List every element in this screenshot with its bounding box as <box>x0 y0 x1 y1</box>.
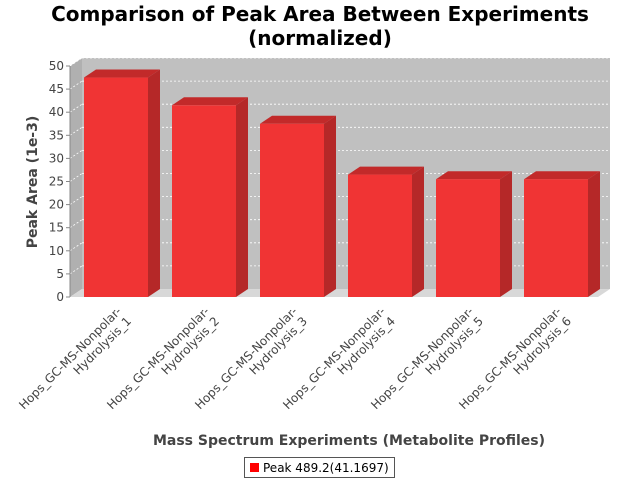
bar-front <box>524 179 588 297</box>
bar-front <box>84 77 148 297</box>
legend-swatch <box>250 463 259 472</box>
y-tick-label: 15 <box>49 221 64 235</box>
gridline-side <box>69 265 83 275</box>
gridline-side <box>69 57 83 67</box>
bar-front <box>260 123 324 297</box>
gridline-side <box>69 196 83 205</box>
bar-front <box>348 174 412 297</box>
bar <box>84 69 160 297</box>
y-tick-label: 5 <box>56 267 64 281</box>
bar <box>524 171 600 297</box>
bar-front <box>172 105 236 298</box>
bar-front <box>436 179 500 297</box>
y-tick-label: 25 <box>49 175 64 189</box>
gridline-side <box>69 173 83 182</box>
y-tick-label: 45 <box>49 82 64 96</box>
bar-top <box>260 115 336 124</box>
bar-top <box>84 69 160 78</box>
y-axis: 0 5 10 15 20 25 30 35 40 45 50 <box>49 59 71 304</box>
x-axis-title: Mass Spectrum Experiments (Metabolite Pr… <box>153 433 545 449</box>
bar-side <box>500 171 512 297</box>
bars <box>84 69 600 298</box>
bar-side <box>412 166 424 297</box>
x-tick-label-line1: Hops_GC-MS-Nonpolar- <box>16 304 124 412</box>
y-tick-label: 40 <box>49 105 64 119</box>
bar-side <box>236 97 248 298</box>
bar-top <box>172 97 248 106</box>
side-wall <box>70 58 82 297</box>
y-tick-label: 35 <box>49 128 64 142</box>
chart-title-line1: Comparison of Peak Area Between Experime… <box>51 2 589 26</box>
bar-top <box>436 171 512 180</box>
y-tick-label: 0 <box>56 290 64 304</box>
gridlines <box>69 57 610 275</box>
bar <box>348 166 424 297</box>
gridline-side <box>69 219 83 229</box>
legend: Peak 489.2(41.1697) <box>244 457 395 478</box>
bar-side <box>588 171 600 297</box>
gridline-side <box>69 126 83 136</box>
gridline-side <box>69 103 83 113</box>
bar-side <box>324 115 336 297</box>
chart-title-line2: (normalized) <box>248 26 392 50</box>
legend-label: Peak 489.2(41.1697) <box>263 460 389 475</box>
bar <box>172 97 248 298</box>
bar-top <box>348 166 424 175</box>
bar-side <box>148 69 160 297</box>
y-tick-label: 20 <box>49 198 64 212</box>
y-axis-title: Peak Area (1e-3) <box>25 116 41 249</box>
bar-top <box>524 171 600 180</box>
gridline-side <box>69 80 83 90</box>
bar <box>260 115 336 297</box>
gridline-side <box>69 242 83 252</box>
y-tick-label: 10 <box>49 244 64 258</box>
y-tick-label: 30 <box>49 151 64 165</box>
chart-title: Comparison of Peak Area Between Experime… <box>0 2 640 50</box>
y-tick-label: 50 <box>49 59 64 73</box>
bar <box>436 171 512 297</box>
x-axis-labels: Hops_GC-MS-Nonpolar-Hydrolysis_1Hops_GC-… <box>16 304 574 412</box>
gridline-side <box>69 150 83 159</box>
